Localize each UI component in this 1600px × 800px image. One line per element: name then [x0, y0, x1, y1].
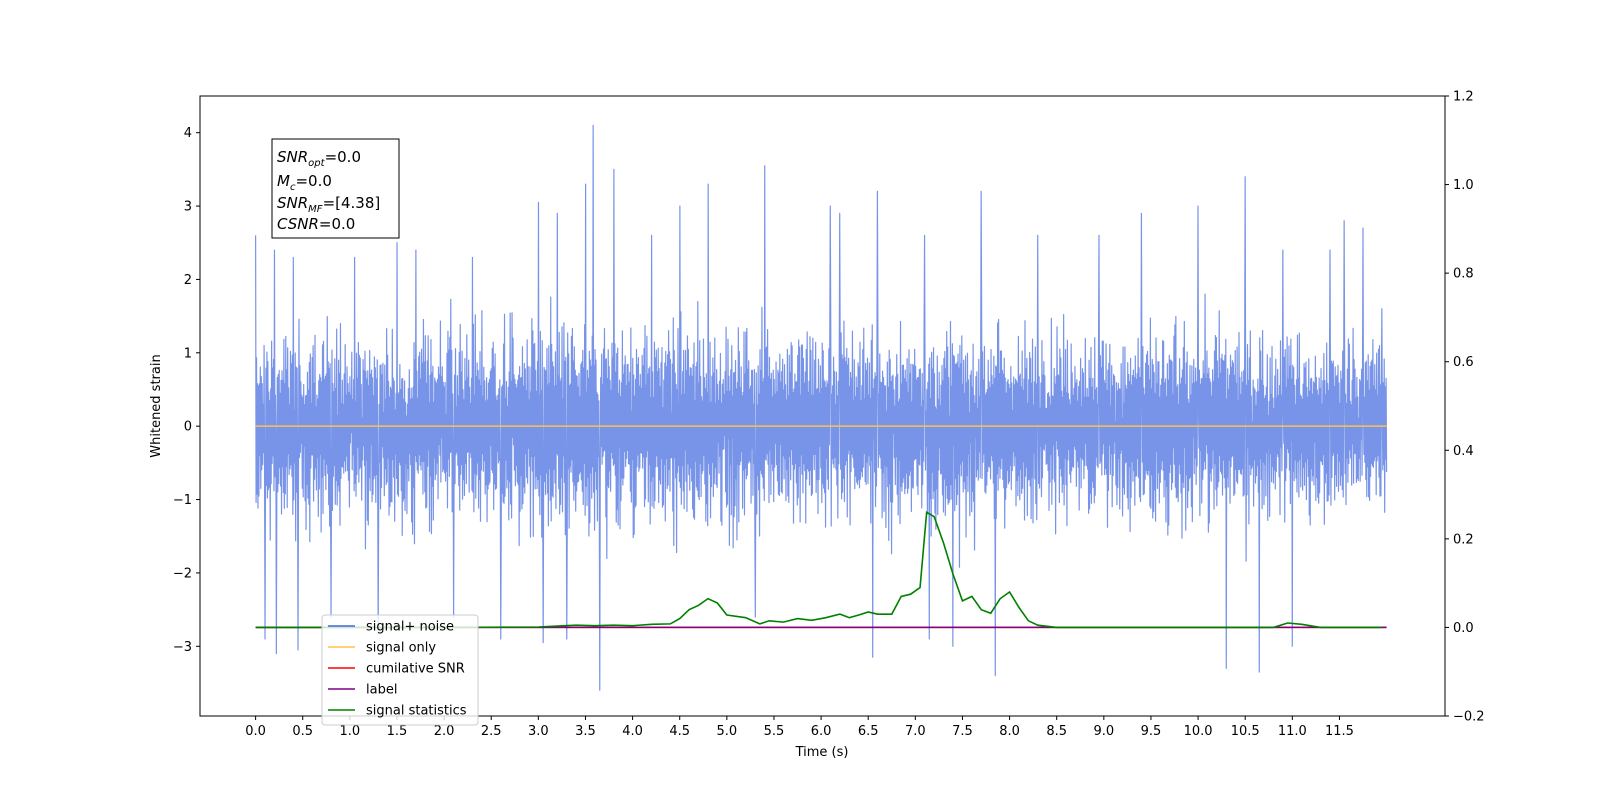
y2-tick-label: 0.4 [1453, 444, 1474, 459]
x-tick-label: 11.0 [1278, 724, 1307, 739]
x-tick-label: 5.0 [716, 724, 737, 739]
annotation-mc: Mc=0.0 [277, 172, 332, 193]
y2-tick-label: 0.0 [1453, 621, 1474, 636]
y-tick-label: −3 [173, 640, 192, 655]
x-tick-label: 10.5 [1231, 724, 1260, 739]
x-tick-label: 7.0 [905, 724, 926, 739]
legend-item: signal+ noise [328, 620, 454, 635]
y2-tick-label: 0.8 [1453, 267, 1474, 282]
y-tick-label: −1 [173, 493, 192, 508]
y-axis-label: Whitened strain [149, 354, 164, 457]
legend-item: signal only [328, 641, 436, 656]
annotation-box: SNRopt=0.0 Mc=0.0 SNRMF=[4.38] CSNR=0.0 [271, 138, 400, 239]
y-tick-label: 3 [184, 200, 192, 215]
x-axis-label: Time (s) [795, 745, 849, 760]
x-tick-label: 4.0 [622, 724, 643, 739]
legend-item: label [328, 683, 397, 698]
y-tick-label: 4 [184, 126, 192, 141]
legend-label: label [366, 683, 397, 698]
y2-tick-label: 0.6 [1453, 355, 1474, 370]
y-tick-label: 2 [184, 273, 192, 288]
series-signal-statistics-line [255, 510, 1382, 629]
x-tick-label: 1.0 [340, 724, 361, 739]
y2-tick-label: 0.2 [1453, 532, 1474, 547]
annotation-frame [271, 138, 400, 239]
x-tick-label: 3.0 [528, 724, 549, 739]
legend-frame [321, 614, 479, 726]
x-tick-label: 3.5 [575, 724, 596, 739]
annotation-snr-mf: SNRMF=[4.38] [277, 194, 380, 215]
x-tick-label: 0.0 [245, 724, 266, 739]
legend: signal+ noise signal only cumilative SNR la… [321, 614, 479, 726]
x-tick-label: 2.5 [481, 724, 502, 739]
x-tick-label: 8.0 [999, 724, 1020, 739]
legend-item: signal statistics [328, 704, 467, 719]
annotation-snr-opt: SNRopt=0.0 [277, 148, 361, 169]
legend-label: signal only [366, 641, 436, 656]
y-tick-label: 0 [184, 420, 192, 435]
x-tick-label: 9.0 [1093, 724, 1114, 739]
x-axis-ticks: 0.0 0.5 1.0 1.5 2.0 2.5 3.0 3.5 4.0 4.5 5.0 5.5 6.0 6… [245, 716, 1354, 739]
x-tick-label: 4.5 [669, 724, 690, 739]
x-tick-label: 6.5 [858, 724, 879, 739]
legend-item: cumilative SNR [328, 662, 465, 677]
x-tick-label: 7.5 [952, 724, 973, 739]
y2-tick-label: −0.2 [1453, 710, 1485, 725]
legend-label: signal statistics [366, 704, 467, 719]
x-tick-label: 2.0 [434, 724, 455, 739]
x-tick-label: 6.0 [811, 724, 832, 739]
x-tick-label: 5.5 [764, 724, 785, 739]
plot-frame [199, 95, 1446, 717]
x-tick-label: 8.5 [1046, 724, 1067, 739]
x-tick-label: 10.0 [1184, 724, 1213, 739]
y2-axis-ticks: −0.2 0.0 0.2 0.4 0.6 0.8 1.0 1.2 [1445, 90, 1485, 725]
series-signal-noise-line [255, 124, 1388, 691]
y2-tick-label: 1.2 [1453, 90, 1474, 105]
x-tick-label: 9.5 [1141, 724, 1162, 739]
y-tick-label: 1 [184, 346, 192, 361]
y-axis-ticks: −3 −2 −1 0 1 2 3 4 [173, 126, 200, 655]
legend-label: cumilative SNR [366, 662, 465, 677]
x-tick-label: 1.5 [387, 724, 408, 739]
annotation-csnr: CSNR=0.0 [277, 215, 355, 233]
x-tick-label: 0.5 [292, 724, 313, 739]
x-tick-label: 11.5 [1325, 724, 1354, 739]
y-tick-label: −2 [173, 566, 192, 581]
legend-label: signal+ noise [366, 620, 454, 635]
y2-tick-label: 1.0 [1453, 178, 1474, 193]
